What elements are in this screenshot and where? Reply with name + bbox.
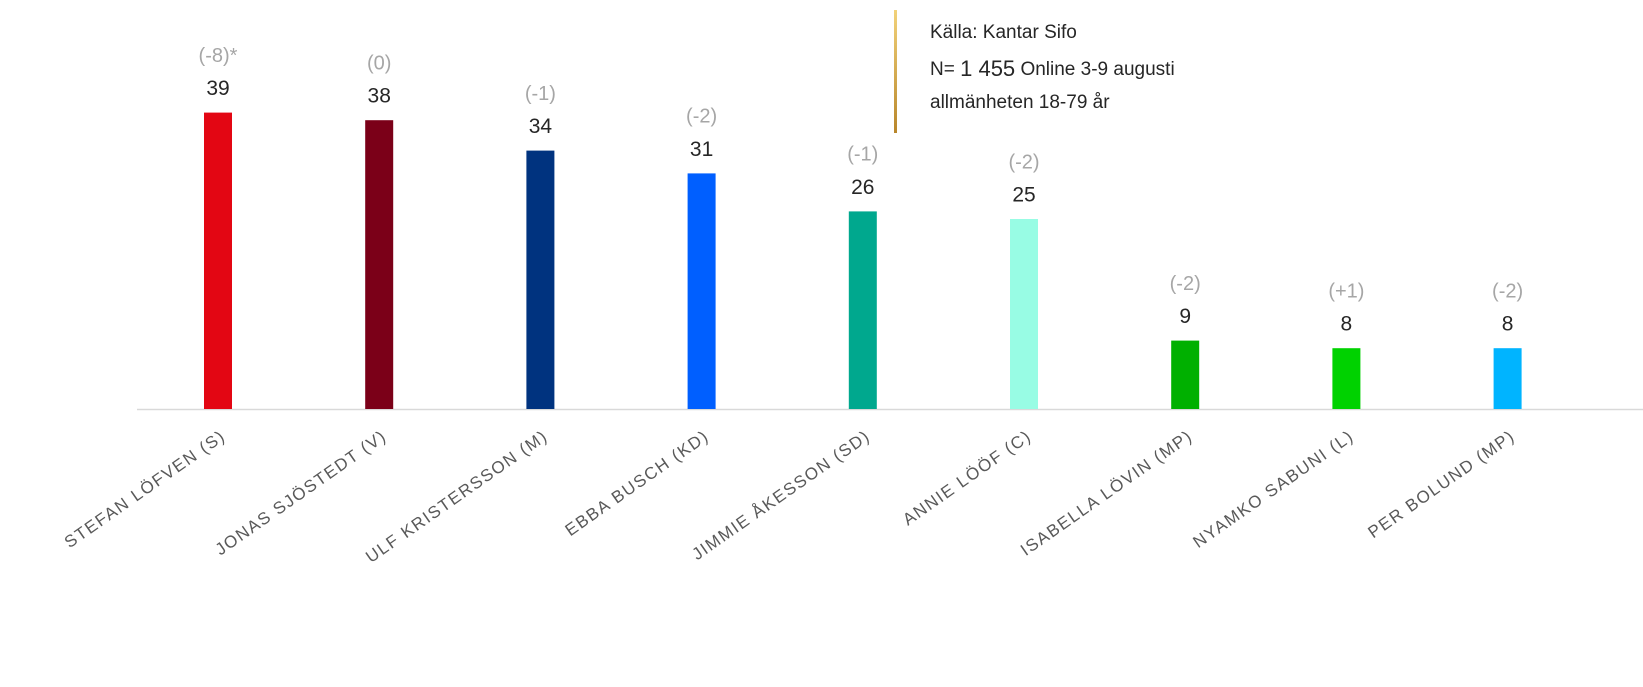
x-tick-label: JONAS SJÖSTEDT (V) <box>212 426 390 559</box>
bar <box>1171 340 1200 409</box>
value-label: 8 <box>1341 313 1353 336</box>
source-divider <box>894 10 897 133</box>
value-label: 39 <box>206 77 229 100</box>
change-label: (-2) <box>1492 280 1523 302</box>
x-tick-label: EBBA BUSCH (KD) <box>562 426 713 540</box>
x-tick-label: ISABELLA LÖVIN (MP) <box>1017 426 1196 559</box>
bar <box>848 211 877 409</box>
change-label: (-2) <box>686 106 717 128</box>
source-n: 1 455 <box>960 56 1015 81</box>
bar <box>687 173 716 409</box>
value-label: 31 <box>690 138 713 161</box>
value-label: 9 <box>1179 305 1191 328</box>
change-label: (-1) <box>847 144 878 166</box>
source-part: Online 3-9 augusti <box>1020 59 1174 80</box>
bar <box>1332 348 1361 409</box>
change-label: (-2) <box>1008 151 1039 173</box>
bar <box>1493 348 1522 409</box>
change-label: (-8)* <box>199 45 238 67</box>
change-label: (0) <box>367 52 391 74</box>
bar <box>365 120 394 409</box>
bar <box>526 150 555 409</box>
x-tick-label: PER BOLUND (MP) <box>1365 426 1519 542</box>
change-label: (-2) <box>1170 273 1201 295</box>
value-label: 26 <box>851 176 874 199</box>
source-line: N= 1 455 Online 3-9 augusti <box>930 56 1175 81</box>
value-label: 38 <box>368 85 391 108</box>
x-tick-label: ULF KRISTERSSON (M) <box>362 426 551 566</box>
source-line: Källa: Kantar Sifo <box>930 22 1077 43</box>
x-tick-label: ANNIE LÖÖF (C) <box>899 426 1035 529</box>
bar <box>1010 219 1038 409</box>
x-tick-label: JIMMIE ÅKESSON (SD) <box>689 426 874 564</box>
x-tick-label: STEFAN LÖFVEN (S) <box>61 426 229 552</box>
source-line: allmänheten 18-79 år <box>930 92 1110 113</box>
value-label: 8 <box>1502 313 1514 336</box>
value-label: 25 <box>1012 184 1035 207</box>
x-tick-label: NYAMKO SABUNI (L) <box>1190 426 1358 551</box>
bar <box>204 112 232 409</box>
source-part: N= <box>930 59 955 80</box>
change-label: (+1) <box>1328 280 1364 302</box>
value-label: 34 <box>529 115 553 138</box>
change-label: (-1) <box>525 83 556 105</box>
